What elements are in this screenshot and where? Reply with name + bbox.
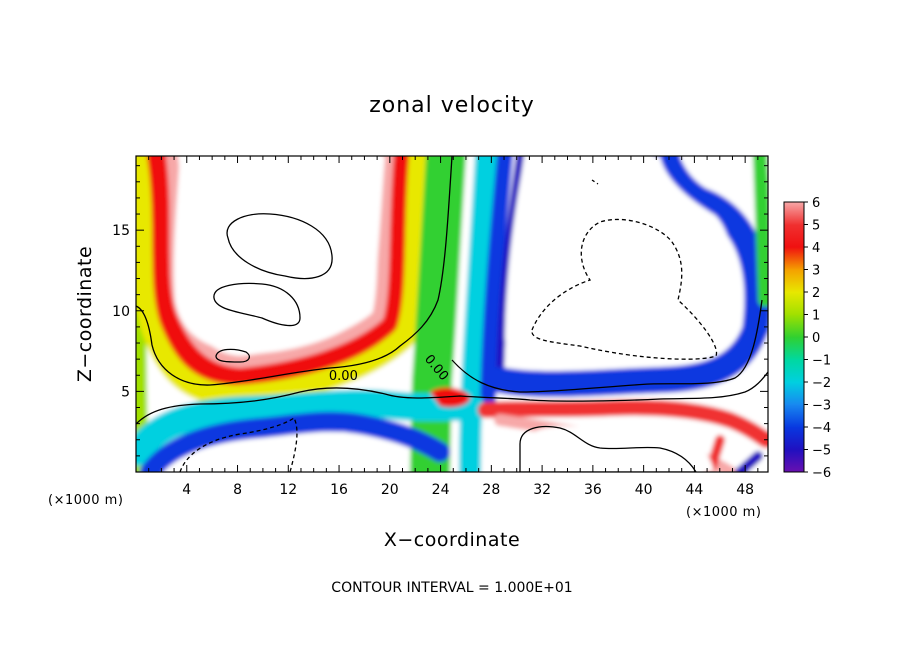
colorbar-segment: [784, 314, 804, 338]
y-tick-label: 5: [121, 384, 130, 400]
dashed-contour-lower: [179, 417, 298, 472]
x-tick-label: 36: [584, 482, 602, 498]
x-axis-label: X−coordinate: [384, 529, 520, 551]
right-blue-band: [487, 156, 768, 398]
right-edge-green: [753, 156, 768, 307]
x-unit-right: (×1000 m): [686, 505, 761, 520]
colorbar-tick-label: 2: [812, 286, 820, 301]
y-tick-label: 10: [112, 304, 130, 320]
colorbar-segment: [784, 224, 804, 248]
x-tick-label: 32: [533, 482, 551, 498]
colorbar-tick-label: −4: [812, 421, 831, 436]
colorbar-tick-label: 0: [812, 331, 820, 346]
y-tick-label: 15: [112, 223, 130, 239]
white-region-upper-left: [173, 156, 385, 354]
center-orange-blob: [430, 387, 471, 408]
dashed-contour-tick: [591, 179, 599, 185]
colorbar-segment: [784, 359, 804, 383]
colorbar-tick-label: 6: [812, 196, 820, 211]
dashed-contour-upper: [531, 218, 718, 360]
contour-blob-4: [519, 425, 697, 472]
colorbar: 6 5 4 3 2 1 0 −1 −2 −3 −4 −5 −6: [783, 196, 831, 481]
colorbar-segment: [784, 337, 804, 360]
x-tick-label: 12: [279, 482, 297, 498]
pos-band-red: [147, 156, 409, 385]
colorbar-segment: [784, 202, 804, 225]
zero-contour-upper: [136, 156, 453, 386]
x-tick-label: 16: [330, 482, 348, 498]
colorbar-segment: [784, 427, 804, 450]
colorbar-tick-label: 4: [812, 241, 820, 256]
x-tick-label: 48: [736, 482, 754, 498]
colorbar-tick-label: −6: [812, 466, 831, 481]
colorbar-tick-label: 1: [812, 309, 820, 324]
y-axis-label: Z−coordinate: [74, 246, 96, 382]
colorbar-tick-label: 3: [812, 264, 820, 279]
contour-lines: [136, 156, 768, 472]
plot-frame: [135, 155, 769, 473]
contour-blob-1: [226, 213, 333, 280]
bottom-right-blue: [735, 451, 763, 472]
x-tick-label: 40: [635, 482, 653, 498]
field-layers: [136, 156, 768, 472]
contour-blob-2: [213, 282, 301, 327]
contour-blob-3: [215, 348, 251, 363]
colorbar-tick-label: −5: [812, 444, 831, 459]
center-darkblue-column: [496, 156, 524, 384]
velocity-field: [136, 156, 768, 472]
colorbar-segment: [784, 292, 804, 315]
colorbar-segment: [784, 449, 804, 473]
x-tick-label: 20: [381, 482, 399, 498]
x-unit-left: (×1000 m): [48, 493, 123, 508]
colorbar-tick-label: −1: [812, 354, 831, 369]
lower-blue-band: [140, 411, 450, 472]
contour-label-1: 0.00: [329, 369, 358, 384]
colorbar-tick-label: 5: [812, 219, 820, 234]
x-tick-label: 44: [685, 482, 703, 498]
lower-cyan-band: [136, 389, 484, 466]
contour-interval-note: CONTOUR INTERVAL = 1.000E+01: [331, 580, 572, 596]
chart-title: zonal velocity: [369, 93, 535, 118]
center-cyan-column: [459, 156, 497, 472]
x-tick-label: 4: [182, 482, 191, 498]
colorbar-tick-label: −3: [812, 399, 831, 414]
colorbar-segment: [784, 247, 804, 270]
center-green-column: [410, 156, 466, 472]
colorbar-segment: [784, 382, 804, 405]
lower-right-red-band: [478, 399, 768, 448]
center-blue-column: [480, 156, 513, 408]
colorbar-tick-label: −2: [812, 376, 831, 391]
white-region-upper-right: [505, 156, 734, 363]
colorbar-segment: [784, 404, 804, 428]
x-axis-ticks: 4 8 12 16 20 24 28 32 36 40 44 48: [148, 156, 759, 498]
colorbar-segment: [784, 269, 804, 293]
x-tick-label: 24: [432, 482, 450, 498]
zero-contour-blue: [451, 299, 763, 393]
x-tick-label: 28: [482, 482, 500, 498]
y-axis-ticks: 5 10 15: [112, 165, 768, 457]
x-tick-label: 8: [233, 482, 242, 498]
white-region-lower-left: [190, 432, 390, 472]
zero-contour-lower: [136, 371, 768, 425]
